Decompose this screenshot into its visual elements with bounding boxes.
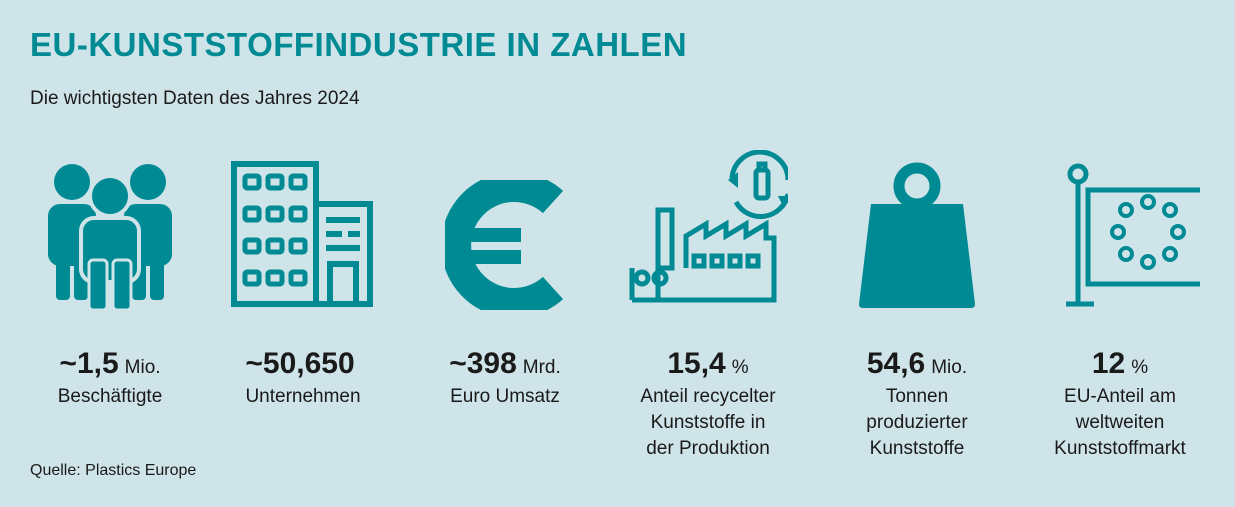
stat-value: ~50,650 [245, 347, 355, 380]
stat-label-line: Beschäftigte [57, 386, 163, 407]
stat-value: 12 [1091, 347, 1126, 380]
factory-recycle-icon [608, 150, 808, 310]
stat-label-line: EU-Anteil am [1064, 386, 1176, 407]
source-note: Quelle: Plastics Europe [30, 462, 197, 479]
stat-label-line: Euro Umsatz [450, 386, 560, 407]
page-title: EU-KUNSTSTOFFINDUSTRIE IN ZAHLEN [30, 26, 688, 63]
people-icon [10, 150, 210, 310]
stat-label-line: der Produktion [646, 438, 770, 459]
stat-unit: % [731, 357, 749, 378]
page-subtitle: Die wichtigsten Daten des Jahres 2024 [30, 88, 360, 109]
stat-value: ~398 [449, 347, 517, 380]
stat-revenue: ~398 Mrd. Euro Umsatz [405, 150, 605, 410]
stat-label-line: Unternehmen [245, 386, 361, 407]
stat-companies: ~50,650 Unternehmen [203, 150, 403, 410]
stat-value: 54,6 [866, 347, 926, 380]
stat-label-line: Kunststoffmarkt [1054, 438, 1186, 459]
stat-label-line: Kunststoffe [869, 438, 965, 459]
eu-flag-icon [1020, 150, 1220, 310]
stat-label-line: Tonnen [885, 386, 949, 407]
stat-employees: ~1,5 Mio. Beschäftigte [10, 150, 210, 410]
stat-label-line: Anteil recycelter [640, 386, 776, 407]
euro-icon [405, 150, 605, 310]
stat-label-line: produzierter [866, 412, 968, 433]
stat-unit: Mrd. [522, 357, 561, 378]
stat-value: ~1,5 [59, 347, 119, 380]
building-icon [203, 150, 403, 310]
stat-label-line: Kunststoffe in [650, 412, 766, 433]
stat-recycled-share: 15,4% Anteil recycelter Kunststoffe in d… [608, 150, 808, 462]
weight-icon [817, 150, 1017, 310]
stat-unit: Mio. [124, 357, 161, 378]
stat-tonnes: 54,6 Mio. Tonnen produzierter Kunststoffe [817, 150, 1017, 462]
stat-label-line: weltweiten [1075, 412, 1165, 433]
stat-unit: % [1131, 357, 1149, 378]
stat-unit: Mio. [931, 357, 968, 378]
stat-market-share: 12% EU-Anteil am weltweiten Kunststoffma… [1020, 150, 1220, 462]
stat-value: 15,4 [667, 347, 726, 380]
